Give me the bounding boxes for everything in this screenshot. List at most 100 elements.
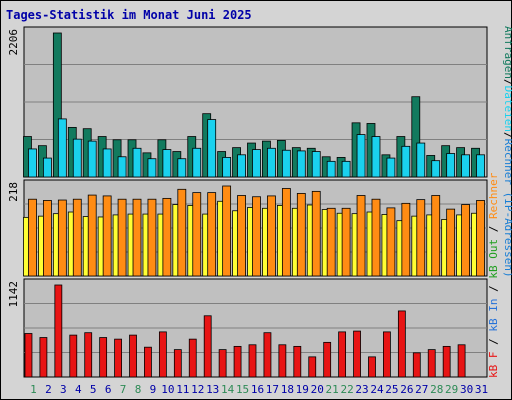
x-tick-label-21: 21 [326, 383, 339, 396]
legend-top-item-5: Rechner (IP-Adressen) [502, 139, 512, 278]
bar-2-2-14 [222, 185, 232, 277]
bar-2-2-9 [147, 198, 157, 277]
bar-1-2-3 [57, 118, 67, 178]
bar-1-2-24 [371, 136, 381, 178]
bar-1-2-11 [177, 158, 187, 178]
bar-1-2-21 [326, 160, 336, 178]
legend-bottom-item-7: Rechner [487, 172, 500, 219]
bar-2-2-12 [192, 192, 202, 277]
x-tick-label-28: 28 [430, 383, 443, 396]
bar-3-1-1 [24, 333, 33, 378]
bar-3-1-29 [442, 345, 451, 378]
bar-3-1-28 [427, 349, 436, 378]
bar-3-1-5 [84, 332, 93, 378]
x-tick-label-9: 9 [150, 383, 157, 396]
legend-bottom-item-4: / [487, 279, 500, 292]
legend-bottom-item-2: / [487, 332, 500, 345]
legend-top: Anfragen/Dateien/Rechner (IP-Adressen) [502, 26, 512, 278]
bar-3-1-16 [248, 344, 257, 378]
bar-2-2-30 [461, 204, 470, 277]
legend-bottom-item-6: / [487, 219, 500, 232]
bar-2-2-3 [57, 199, 67, 277]
x-tick-label-10: 10 [161, 383, 174, 396]
x-tick-label-23: 23 [355, 383, 368, 396]
bar-1-2-20 [311, 151, 321, 178]
x-tick-label-1: 1 [30, 383, 37, 396]
bar-2-2-19 [296, 193, 306, 277]
bar-2-2-2 [43, 200, 52, 277]
bar-2-2-4 [72, 198, 82, 277]
bar-1-2-13 [207, 119, 217, 178]
x-tick-label-5: 5 [90, 383, 97, 396]
x-tick-label-13: 13 [206, 383, 219, 396]
x-tick-label-15: 15 [236, 383, 249, 396]
bar-3-1-11 [173, 349, 182, 378]
bar-1-2-9 [147, 158, 157, 178]
bar-3-1-27 [412, 352, 421, 378]
bar-1-1-3 [52, 32, 62, 178]
bar-1-2-18 [281, 149, 291, 178]
x-tick-label-25: 25 [385, 383, 398, 396]
x-tick-label-31: 31 [475, 383, 488, 396]
bar-2-2-10 [162, 197, 172, 277]
bar-1-2-22 [341, 160, 351, 178]
x-tick-label-22: 22 [340, 383, 353, 396]
x-tick-label-4: 4 [75, 383, 82, 396]
bar-3-1-7 [114, 338, 122, 378]
bar-3-1-19 [293, 345, 302, 378]
bar-3-1-17 [263, 332, 272, 378]
x-tick-label-7: 7 [120, 383, 127, 396]
bar-1-2-17 [267, 147, 276, 178]
bar-3-1-4 [69, 334, 78, 378]
bar-1-2-15 [237, 154, 246, 178]
bar-2-2-1 [28, 198, 37, 277]
legend-top-item-3: Dateien [502, 86, 512, 132]
bar-1-2-8 [132, 147, 142, 178]
bar-1-2-10 [162, 149, 172, 178]
ymax-label-3: 1142 [7, 281, 20, 308]
bar-2-2-16 [252, 196, 261, 277]
bar-3-1-10 [158, 331, 167, 378]
x-tick-label-17: 17 [266, 383, 279, 396]
bar-2-2-31 [476, 200, 485, 277]
bar-2-2-22 [341, 207, 351, 277]
bar-1-2-14 [222, 157, 232, 178]
bar-2-2-13 [207, 192, 217, 277]
legend-bottom: kB F / kB In / kB Out / Rechner [487, 172, 500, 378]
x-tick-label-2: 2 [45, 383, 52, 396]
legend-top-item-2: / [502, 79, 512, 86]
x-tick-label-3: 3 [60, 383, 67, 396]
bar-1-2-30 [461, 154, 470, 178]
bar-3-1-3 [54, 284, 63, 378]
legend-top-item-4: / [502, 132, 512, 139]
bar-3-1-18 [278, 344, 287, 378]
bar-3-1-26 [397, 310, 406, 378]
ymax-label-1: 2206 [7, 29, 20, 56]
x-tick-label-16: 16 [251, 383, 264, 396]
legend-top-item-1: Anfragen [502, 26, 512, 79]
bar-1-2-1 [28, 148, 37, 178]
bar-3-1-22 [338, 331, 347, 378]
bar-3-1-24 [368, 356, 376, 378]
legend-bottom-item-3: kB In [487, 292, 500, 332]
x-tick-label-27: 27 [415, 383, 428, 396]
bar-2-2-6 [102, 195, 112, 277]
bar-1-2-29 [446, 153, 456, 178]
bar-1-2-5 [87, 140, 97, 178]
bar-1-2-31 [476, 154, 485, 178]
bar-1-2-28 [431, 160, 441, 178]
bar-1-2-16 [252, 149, 261, 178]
x-tick-label-24: 24 [370, 383, 384, 396]
bar-2-2-7 [117, 198, 127, 277]
bar-3-1-2 [39, 337, 48, 378]
bar-3-1-9 [144, 346, 152, 378]
x-tick-label-12: 12 [191, 383, 204, 396]
bar-1-2-4 [72, 138, 82, 178]
bar-2-2-17 [267, 195, 276, 277]
x-tick-label-11: 11 [176, 383, 189, 396]
bar-3-1-13 [203, 315, 212, 378]
bar-1-2-27 [416, 142, 426, 178]
bar-3-1-8 [129, 334, 137, 378]
x-tick-label-14: 14 [221, 383, 235, 396]
